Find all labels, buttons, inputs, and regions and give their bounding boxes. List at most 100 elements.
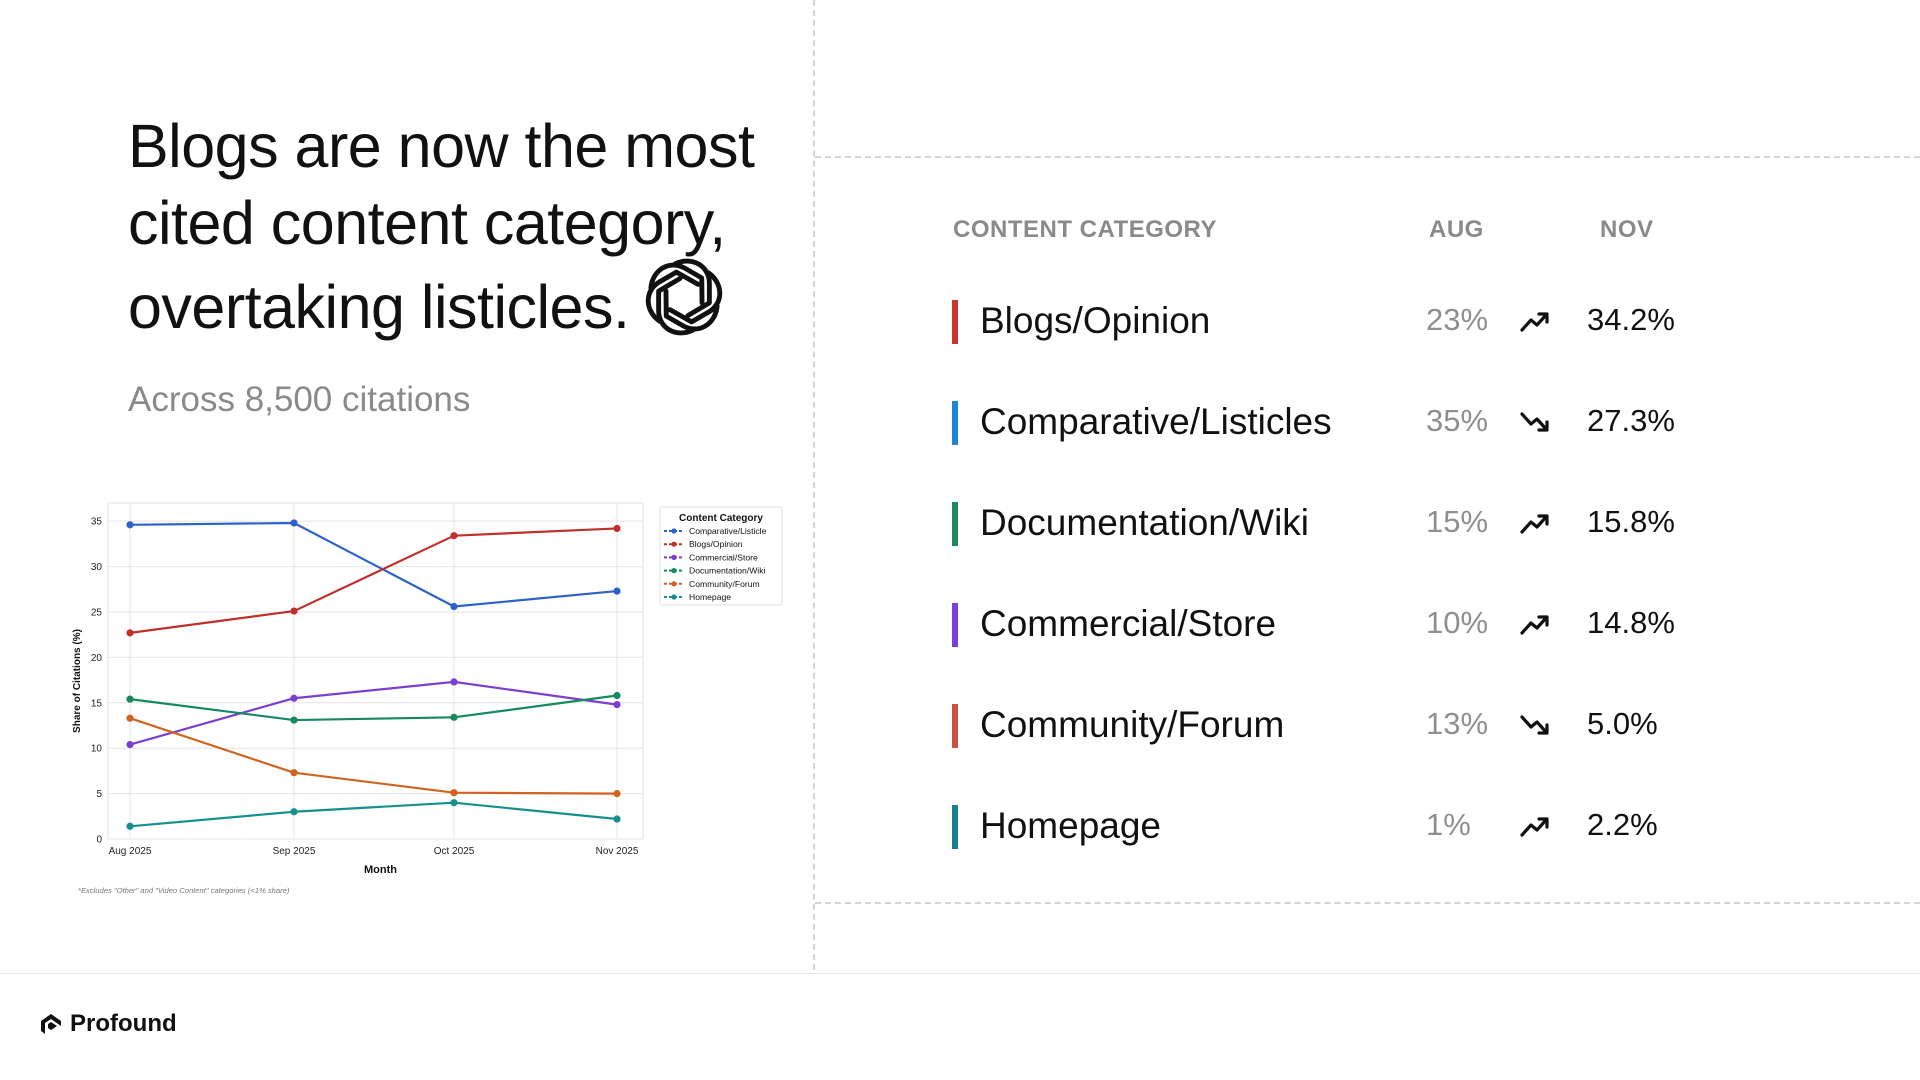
data-point [613, 789, 621, 798]
legend-box [659, 506, 783, 606]
table-row: Documentation/Wiki 15% 15.8% [950, 500, 1710, 548]
nov-value: 14.8% [1587, 605, 1675, 640]
aug-value: 1% [1426, 807, 1471, 842]
category-label: Homepage [980, 805, 1162, 846]
series-line [129, 527, 618, 634]
legend-label: Blogs/Opinion [689, 539, 743, 549]
table-row: Commercial/Store 10% 14.8% [950, 601, 1710, 649]
data-point [290, 716, 298, 724]
nov-value: 5.0% [1587, 706, 1658, 741]
legend-label: Documentation/Wiki [689, 566, 766, 576]
y-tick-label: 20 [91, 653, 103, 664]
headline-line-1: Blogs are now the most [128, 112, 755, 180]
legend-label: Comparative/Listicle [689, 526, 767, 536]
data-point [613, 691, 621, 700]
data-point [290, 607, 298, 615]
data-point [613, 587, 621, 595]
headline-line-2: cited content category, [128, 189, 726, 257]
x-tick-label: Aug 2025 [109, 846, 152, 857]
headline-line-3-wrap: overtaking listicles. [128, 258, 798, 362]
category-color-bar [952, 603, 958, 647]
data-point [613, 701, 621, 709]
category-label: Commercial/Store [980, 603, 1277, 644]
trend-up-icon [1518, 811, 1552, 841]
data-point [613, 815, 621, 823]
legend-label: Commercial/Store [689, 552, 758, 562]
category-label: Blogs/Opinion [980, 300, 1211, 341]
aug-value: 15% [1426, 504, 1489, 539]
nov-value: 15.8% [1587, 504, 1675, 539]
legend-marker [671, 594, 677, 600]
legend-label: Homepage [689, 592, 731, 602]
data-point [290, 808, 298, 816]
line-chart: 0 5 10 15 20 25 30 35 Aug 2025 Sep 2025 Oct 2025 No… [72, 502, 783, 895]
aug-value: 23% [1426, 302, 1489, 337]
x-tick-label: Nov 2025 [596, 846, 639, 857]
table-bottom-divider [815, 902, 1920, 904]
series-line [129, 801, 618, 828]
aug-value: 10% [1426, 605, 1489, 640]
data-point [450, 799, 458, 807]
y-tick-label: 15 [91, 698, 103, 709]
y-tick-label: 35 [91, 517, 103, 528]
data-point [450, 713, 458, 721]
y-tick-label: 5 [96, 789, 102, 800]
nov-value: 27.3% [1587, 403, 1675, 438]
data-point [126, 740, 134, 749]
data-point [450, 532, 458, 540]
column-header-nov: NOV [1600, 216, 1654, 243]
category-color-bar [952, 401, 958, 445]
category-color-bar [952, 502, 958, 546]
table-row: Community/Forum 13% 5.0% [950, 702, 1710, 750]
data-point [126, 521, 134, 529]
footer-divider [0, 973, 1920, 974]
y-tick-label: 0 [96, 835, 102, 846]
trend-up-icon [1518, 609, 1552, 639]
data-point [290, 769, 298, 777]
legend-marker [671, 554, 677, 560]
trend-down-icon [1518, 710, 1552, 740]
plot-area [107, 502, 644, 840]
category-color-bar [952, 805, 958, 849]
x-axis-title: Month [364, 864, 397, 876]
brand-name: Profound [70, 1010, 177, 1037]
series-line [129, 717, 618, 795]
data-point [126, 629, 134, 637]
series-line [129, 694, 618, 722]
data-point [450, 678, 458, 686]
table-top-divider [815, 156, 1920, 158]
legend-marker [671, 541, 677, 547]
table-row: Homepage 1% 2.2% [950, 803, 1710, 851]
trend-up-icon [1518, 508, 1552, 538]
table-row: Comparative/Listicles 35% 27.3% [950, 399, 1710, 447]
x-tick-label: Oct 2025 [434, 846, 475, 857]
data-point [613, 524, 621, 533]
y-tick-label: 30 [91, 562, 103, 573]
category-label: Documentation/Wiki [980, 502, 1310, 543]
legend-marker [671, 528, 677, 534]
category-color-bar [952, 300, 958, 344]
trend-down-icon [1518, 407, 1552, 437]
legend-title: Content Category [679, 513, 763, 524]
vertical-divider [813, 0, 815, 970]
data-point [126, 714, 134, 722]
chart-footnote: *Excludes "Other" and "Video Content" ca… [78, 886, 290, 895]
x-tick-label: Sep 2025 [273, 846, 316, 857]
series-line [129, 680, 618, 746]
data-point [290, 519, 298, 527]
legend-label: Community/Forum [689, 579, 760, 589]
trend-up-icon [1518, 306, 1552, 336]
data-point [290, 694, 298, 702]
headline-line-3: overtaking listicles. [128, 273, 630, 342]
category-label: Community/Forum [980, 704, 1285, 745]
data-point [126, 822, 134, 830]
column-header-category: CONTENT CATEGORY [953, 216, 1217, 243]
chart-legend: Content Category Comparative/Listicle Blog… [659, 506, 783, 606]
subheadline: Across 8,500 citations [128, 380, 471, 419]
profound-logo-icon [40, 1013, 62, 1040]
category-label: Comparative/Listicles [980, 401, 1332, 442]
data-point [126, 695, 134, 703]
data-point [450, 789, 458, 797]
nov-value: 2.2% [1587, 807, 1658, 842]
column-header-aug: AUG [1429, 216, 1484, 243]
